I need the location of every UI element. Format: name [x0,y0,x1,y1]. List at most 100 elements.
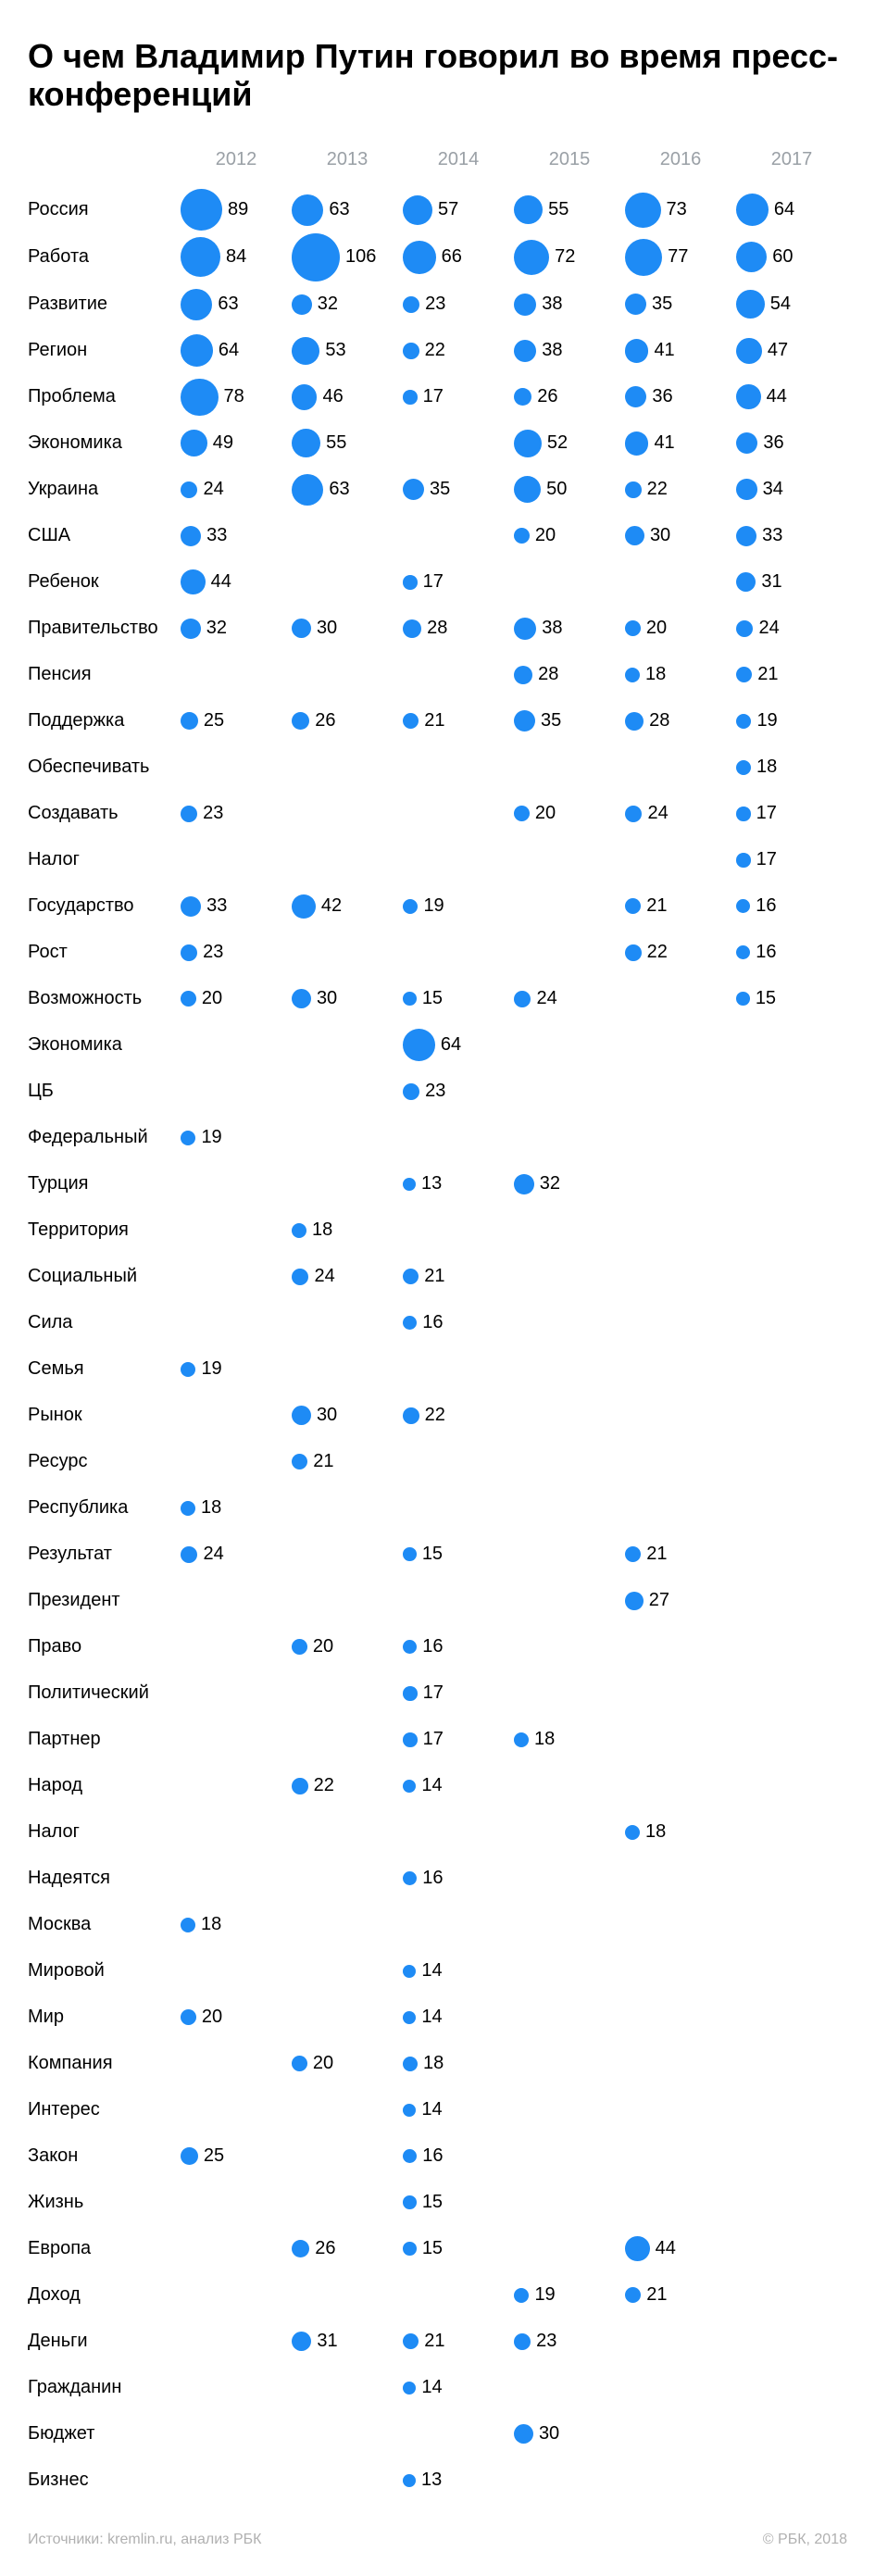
row-label: Россия [28,187,181,233]
bubble-value: 21 [424,2331,444,2352]
bubble [403,1316,417,1330]
data-cell [403,1115,514,1161]
bubble [736,290,765,319]
bubble-value: 53 [325,340,345,361]
table-row: Доход1921 [28,2272,847,2319]
data-cell: 44 [181,559,292,606]
data-cell: 24 [292,1254,403,1300]
bubble-value: 32 [206,618,227,639]
data-cell [292,1717,403,1763]
data-cell [292,837,403,883]
data-cell: 23 [514,2319,625,2365]
table-row: Федеральный19 [28,1115,847,1161]
data-cell: 25 [181,2133,292,2180]
data-cell [292,791,403,837]
data-cell: 30 [625,513,736,559]
data-cell [514,1300,625,1346]
data-cell: 25 [181,698,292,744]
data-cell [625,1485,736,1532]
bubble [292,1406,311,1425]
bubble [736,760,751,775]
row-label: Москва [28,1902,181,1948]
bubble [625,944,642,961]
data-cell: 47 [736,328,847,374]
data-cell: 14 [403,2365,514,2411]
bubble [403,1178,416,1191]
bubble-value: 30 [650,525,670,546]
data-cell [625,1763,736,1809]
bubble [403,2104,416,2117]
data-cell: 77 [625,233,736,281]
bubble-value: 18 [201,1497,221,1519]
data-cell [514,1902,625,1948]
bubble [403,1407,419,1424]
data-cell [403,1902,514,1948]
bubble [292,384,317,409]
col-header-year: 2014 [403,142,514,187]
bubble [181,379,219,417]
bubble [292,619,311,638]
data-cell: 19 [181,1115,292,1161]
bubble-value: 20 [202,988,222,1009]
table-row: Налог17 [28,837,847,883]
bubble-value: 19 [201,1127,221,1148]
data-cell [403,1809,514,1856]
data-cell [736,2457,847,2504]
data-cell [403,791,514,837]
bubble [514,430,542,457]
data-cell [625,1624,736,1670]
row-label: Ребенок [28,559,181,606]
bubble-value: 55 [326,432,346,454]
bubble-value: 24 [758,618,779,639]
data-cell: 17 [403,1670,514,1717]
bubble-value: 36 [652,386,672,407]
bubble [514,806,530,821]
bubble [736,384,761,409]
data-cell: 28 [625,698,736,744]
bubble [514,1174,534,1194]
data-cell [181,837,292,883]
table-row: Семья19 [28,1346,847,1393]
bubble-value: 21 [646,1544,667,1565]
data-cell: 24 [181,1532,292,1578]
data-cell [736,1995,847,2041]
bubble-value: 31 [761,571,781,593]
data-cell [514,2041,625,2087]
bubble-value: 46 [322,386,343,407]
bubble [403,2195,417,2209]
data-cell [181,2457,292,2504]
data-cell [514,1670,625,1717]
bubble-value: 64 [219,340,239,361]
bubble-value: 13 [421,2470,442,2491]
data-cell: 16 [736,930,847,976]
data-cell [625,1670,736,1717]
bubble-value: 30 [317,988,337,1009]
row-label: Семья [28,1346,181,1393]
data-cell: 21 [736,652,847,698]
data-cell [403,513,514,559]
data-cell: 24 [736,606,847,652]
bubble [292,1269,308,1285]
data-cell: 46 [292,374,403,420]
bubble-value: 30 [539,2423,559,2445]
data-cell [625,744,736,791]
data-cell [403,2411,514,2457]
bubble [181,430,207,456]
bubble-value: 23 [536,2331,556,2352]
data-cell: 21 [625,883,736,930]
bubble [403,1269,419,1284]
bubble-value: 30 [317,1405,337,1426]
bubble-value: 18 [645,664,666,685]
bubble [625,294,646,315]
data-cell [736,1856,847,1902]
data-cell: 23 [403,281,514,328]
bubble [625,339,648,362]
bubble-value: 24 [314,1266,334,1287]
table-row: Рост232216 [28,930,847,976]
bubble [403,2011,416,2024]
row-label: Экономика [28,1022,181,1069]
data-cell: 32 [514,1161,625,1207]
data-cell: 106 [292,233,403,281]
bubble-value: 15 [422,2238,443,2259]
bubble [292,194,323,226]
